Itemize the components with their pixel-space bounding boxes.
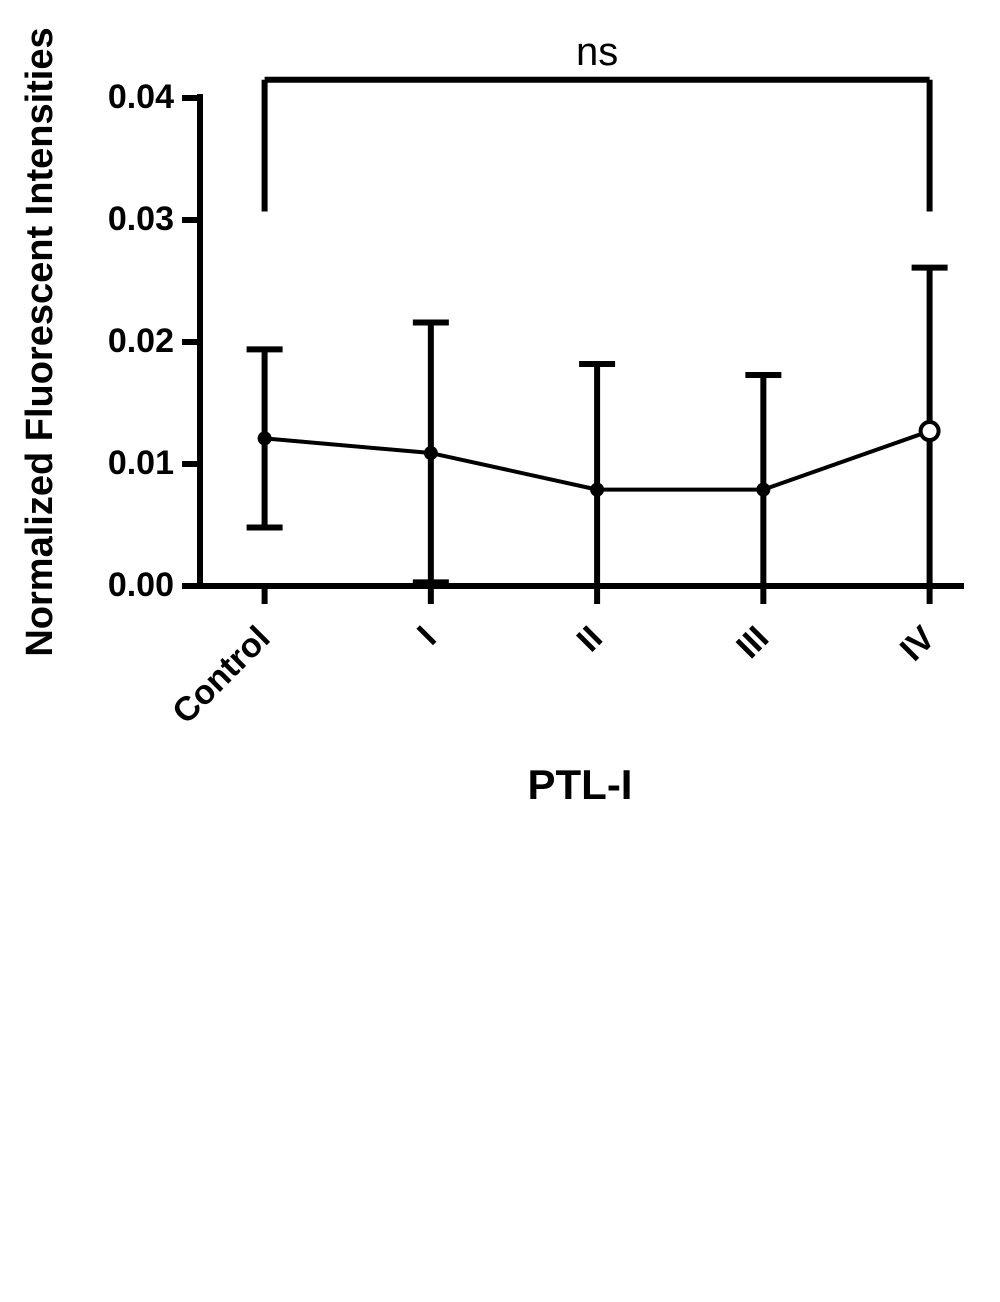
- y-tick-label: 0.03: [54, 200, 174, 239]
- y-tick-label: 0.01: [54, 444, 174, 483]
- series-line: [763, 431, 929, 490]
- series-line: [265, 438, 431, 453]
- series-marker: [756, 483, 770, 497]
- chart-container: Normalized Fluorescent Intensities PTL-I…: [0, 0, 1000, 859]
- y-tick-label: 0.00: [54, 566, 174, 605]
- series-marker: [424, 446, 438, 460]
- y-tick-label: 0.02: [54, 322, 174, 361]
- series-marker: [921, 422, 939, 440]
- series-marker: [258, 431, 272, 445]
- series-line: [431, 453, 597, 490]
- series-marker: [590, 483, 604, 497]
- y-tick-label: 0.04: [54, 78, 174, 117]
